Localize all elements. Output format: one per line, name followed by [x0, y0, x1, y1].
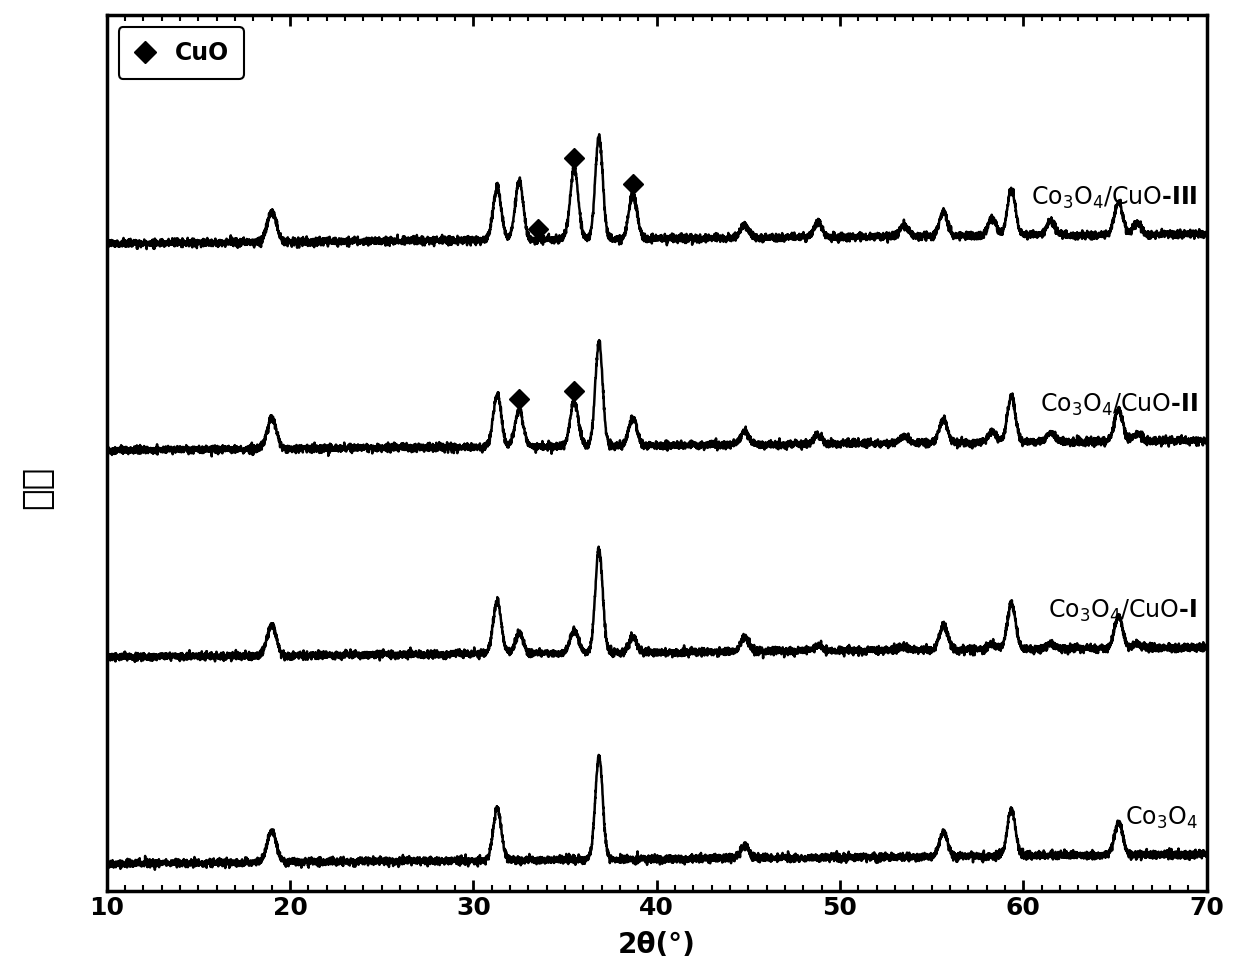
Text: $\mathrm{Co_3O_4}$: $\mathrm{Co_3O_4}$: [1125, 805, 1197, 831]
Text: 强度: 强度: [20, 466, 55, 508]
Text: $\mathrm{Co_3O_4/CuO}$-III: $\mathrm{Co_3O_4/CuO}$-III: [1031, 185, 1197, 211]
Text: $\mathrm{Co_3O_4/CuO}$-I: $\mathrm{Co_3O_4/CuO}$-I: [1048, 598, 1197, 624]
Text: $\mathrm{Co_3O_4/CuO}$-II: $\mathrm{Co_3O_4/CuO}$-II: [1040, 392, 1197, 418]
Legend: CuO: CuO: [119, 27, 244, 79]
X-axis label: 2θ(°): 2θ(°): [618, 931, 695, 959]
